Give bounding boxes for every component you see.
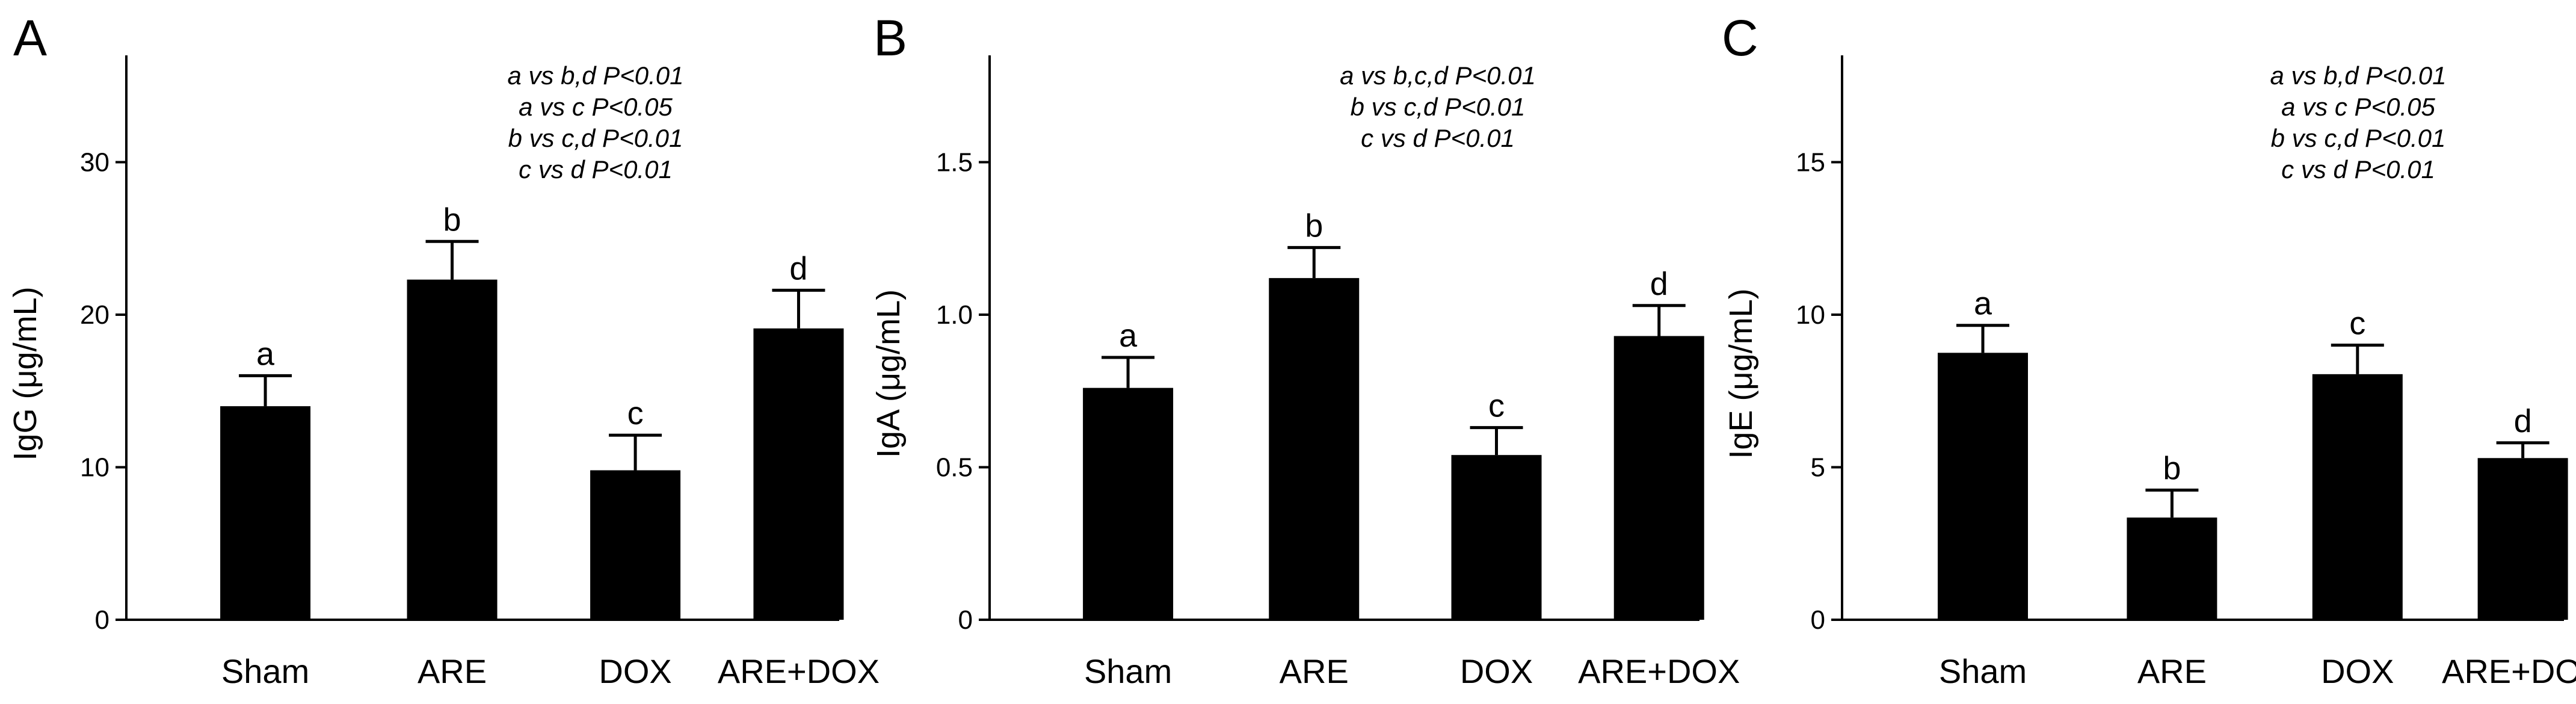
y-tick-label: 1.5: [936, 147, 973, 177]
y-tick-label: 10: [1796, 300, 1825, 330]
significance-letter: b: [443, 202, 461, 238]
category-label: Sham: [1939, 652, 2027, 690]
category-label: ARE: [1280, 652, 1349, 690]
stat-annotation: a vs b,d P<0.01: [2270, 61, 2446, 90]
category-label: Sham: [1084, 652, 1172, 690]
bar-are: [1269, 278, 1360, 620]
y-tick-label: 10: [80, 452, 109, 482]
y-tick-label: 5: [1811, 452, 1825, 482]
stat-annotation: a vs c P<0.05: [519, 93, 673, 121]
panel-letter: A: [13, 10, 47, 66]
stat-annotation: b vs c,d P<0.01: [1351, 93, 1526, 121]
category-label: DOX: [599, 652, 671, 690]
category-label: ARE: [418, 652, 487, 690]
significance-letter: c: [2349, 306, 2365, 342]
panel-letter: B: [874, 10, 907, 66]
significance-letter: a: [1974, 286, 1992, 322]
stat-annotation: a vs c P<0.05: [2281, 93, 2435, 121]
bar-are-plus-dox: [753, 328, 844, 620]
significance-letter: d: [1650, 266, 1668, 302]
y-tick-label: 0.5: [936, 452, 973, 482]
y-axis-label: IgG (μg/mL): [7, 286, 43, 460]
y-tick-label: 20: [80, 300, 109, 330]
significance-letter: d: [2514, 403, 2532, 439]
y-tick-label: 30: [80, 147, 109, 177]
y-tick-label: 0: [1811, 605, 1825, 635]
stat-annotation: a vs b,c,d P<0.01: [1340, 61, 1536, 90]
bar-sham: [220, 406, 311, 620]
panel-c: C 0 5 10 15 IgE (μg/mL) a Sham b ARE c DOX d ARE+DOX a…: [1722, 10, 2576, 690]
category-label: DOX: [2321, 652, 2394, 690]
bar-are-plus-dox: [2477, 458, 2568, 620]
significance-letter: a: [256, 336, 275, 372]
panel-letter: C: [1722, 10, 1758, 66]
bar-sham: [1083, 388, 1174, 620]
stat-annotation: a vs b,d P<0.01: [507, 61, 683, 90]
bar-dox: [2312, 374, 2403, 620]
bar-are: [407, 279, 498, 620]
y-tick-label: 0: [95, 605, 109, 635]
significance-letter: c: [627, 395, 644, 431]
category-label: DOX: [1460, 652, 1533, 690]
category-label: ARE+DOX: [718, 652, 880, 690]
stat-annotation: b vs c,d P<0.01: [508, 124, 683, 152]
stat-annotation: c vs d P<0.01: [519, 155, 673, 184]
y-axis-label: IgA (μg/mL): [870, 289, 907, 458]
bar-dox: [590, 470, 681, 620]
significance-letter: a: [1119, 318, 1138, 354]
y-tick-label: 1.0: [936, 300, 973, 330]
panel-a: A 0 10 20 30 IgG (μg/mL) a Sham b ARE c DOX d ARE+DOX…: [7, 10, 880, 690]
significance-letter: c: [1488, 388, 1505, 424]
category-label: ARE+DOX: [1578, 652, 1740, 690]
stat-annotation: c vs d P<0.01: [1361, 124, 1515, 152]
category-label: Sham: [221, 652, 309, 690]
significance-letter: b: [1305, 208, 1323, 244]
significance-letter: d: [789, 250, 807, 286]
bar-dox: [1451, 455, 1542, 620]
bar-are-plus-dox: [1613, 336, 1704, 620]
stat-annotation: b vs c,d P<0.01: [2271, 124, 2446, 152]
category-label: ARE: [2137, 652, 2207, 690]
y-tick-label: 0: [958, 605, 973, 635]
bar-sham: [1938, 353, 2028, 620]
bar-are: [2127, 517, 2217, 620]
panel-b: B 0 0.5 1.0 1.5 IgA (μg/mL) a Sham b ARE c DOX d ARE+…: [870, 10, 1740, 690]
y-tick-label: 15: [1796, 147, 1825, 177]
significance-letter: b: [2163, 451, 2181, 487]
y-axis-label: IgE (μg/mL): [1723, 288, 1759, 459]
stat-annotation: c vs d P<0.01: [2281, 155, 2435, 184]
category-label: ARE+DOX: [2442, 652, 2576, 690]
